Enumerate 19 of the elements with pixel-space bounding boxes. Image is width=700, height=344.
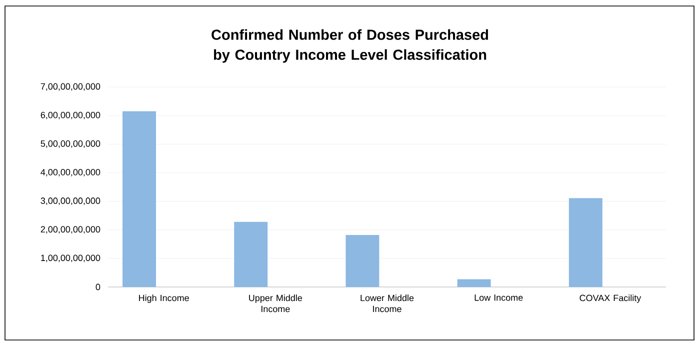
chart-title: Confirmed Number of Doses Purchased by Country Income Level Classification xyxy=(212,29,488,63)
y-tick-label: 0 xyxy=(96,284,100,290)
y-tick-label: 6,00,00,00,000 xyxy=(40,112,100,120)
y-tick-label: 7,00,00,00,000 xyxy=(40,83,100,91)
bar xyxy=(568,198,602,287)
bar xyxy=(346,234,380,287)
y-tick-label: 1,00,00,00,000 xyxy=(41,254,100,262)
x-tick-label: Low Income xyxy=(474,294,523,301)
y-tick-label: 3,00,00,00,000 xyxy=(40,198,100,205)
x-tick-label: COVAX Facility xyxy=(580,294,642,303)
bar xyxy=(234,222,268,287)
y-tick-label: 4,00,00,00,000 xyxy=(40,168,100,176)
x-tick-label: High Income xyxy=(139,294,189,303)
y-tick-label: 2,00,00,00,000 xyxy=(40,226,100,234)
x-tick-label: Upper Middle Income xyxy=(249,294,302,312)
bar xyxy=(122,111,156,287)
x-tick-label: Lower Middle Income xyxy=(360,294,414,312)
bar xyxy=(457,279,491,287)
y-tick-label: 5,00,00,00,000 xyxy=(40,140,100,148)
